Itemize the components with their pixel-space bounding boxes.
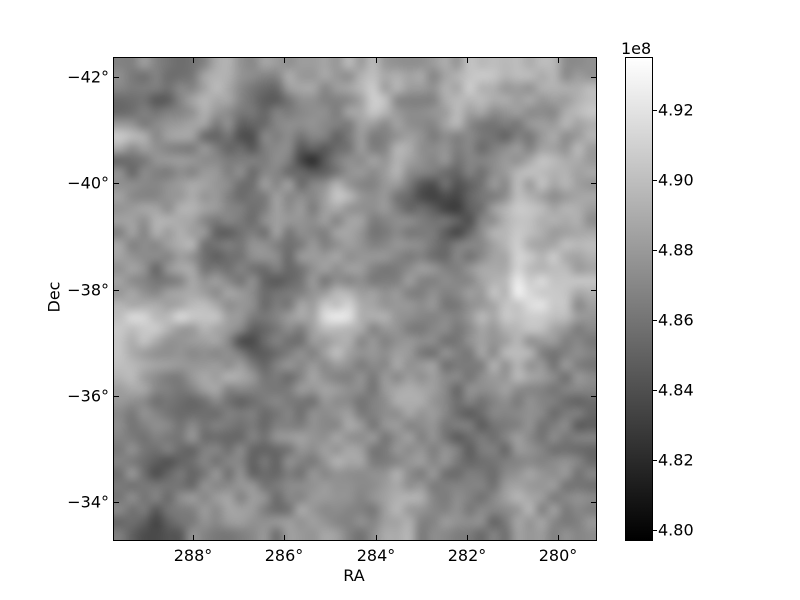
colorbar-tick-label: 4.88 (658, 240, 694, 260)
colorbar-tick-mark (653, 320, 657, 321)
colorbar-tick-mark (653, 530, 657, 531)
y-tick-mark-left (114, 183, 119, 184)
colorbar-tick-label: 4.80 (658, 520, 694, 540)
colorbar-tick-label: 4.86 (658, 310, 694, 330)
y-tick-mark-right (591, 502, 596, 503)
y-tick-mark-left (114, 396, 119, 397)
x-tick-mark-bottom (193, 535, 194, 540)
heatmap-image (114, 58, 596, 540)
x-tick-mark-top (376, 58, 377, 63)
colorbar-tick-label: 4.92 (658, 100, 694, 120)
colorbar (625, 57, 653, 541)
colorbar-scale-label: 1e8 (621, 39, 652, 58)
x-tick-mark-bottom (467, 535, 468, 540)
y-tick-mark-right (591, 77, 596, 78)
y-tick-mark-left (114, 77, 119, 78)
y-tick-mark-right (591, 290, 596, 291)
colorbar-tick-label: 4.90 (658, 170, 694, 190)
x-tick-label: 282° (447, 546, 487, 565)
x-tick-label: 286° (264, 546, 304, 565)
y-tick-mark-right (591, 183, 596, 184)
x-tick-mark-top (467, 58, 468, 63)
y-tick-label: −40° (67, 173, 109, 193)
y-tick-label: −38° (67, 280, 109, 300)
x-tick-mark-bottom (558, 535, 559, 540)
colorbar-tick-label: 4.84 (658, 380, 694, 400)
y-tick-label: −34° (67, 492, 109, 512)
x-tick-mark-top (193, 58, 194, 63)
x-axis-label: RA (343, 566, 365, 585)
x-tick-mark-top (558, 58, 559, 63)
y-tick-label: −36° (67, 386, 109, 406)
colorbar-tick-mark (653, 460, 657, 461)
y-tick-mark-left (114, 290, 119, 291)
colorbar-tick-mark (653, 180, 657, 181)
x-tick-mark-bottom (376, 535, 377, 540)
x-tick-label: 284° (356, 546, 396, 565)
y-tick-mark-right (591, 396, 596, 397)
y-tick-label: −42° (67, 67, 109, 87)
plot-area (113, 57, 597, 541)
colorbar-gradient (626, 58, 652, 540)
colorbar-tick-mark (653, 110, 657, 111)
x-tick-mark-top (284, 58, 285, 63)
colorbar-tick-label: 4.82 (658, 450, 694, 470)
colorbar-tick-mark (653, 250, 657, 251)
x-tick-label: 288° (173, 546, 213, 565)
y-tick-mark-left (114, 502, 119, 503)
colorbar-tick-mark (653, 390, 657, 391)
x-tick-mark-bottom (284, 535, 285, 540)
x-tick-label: 280° (538, 546, 578, 565)
